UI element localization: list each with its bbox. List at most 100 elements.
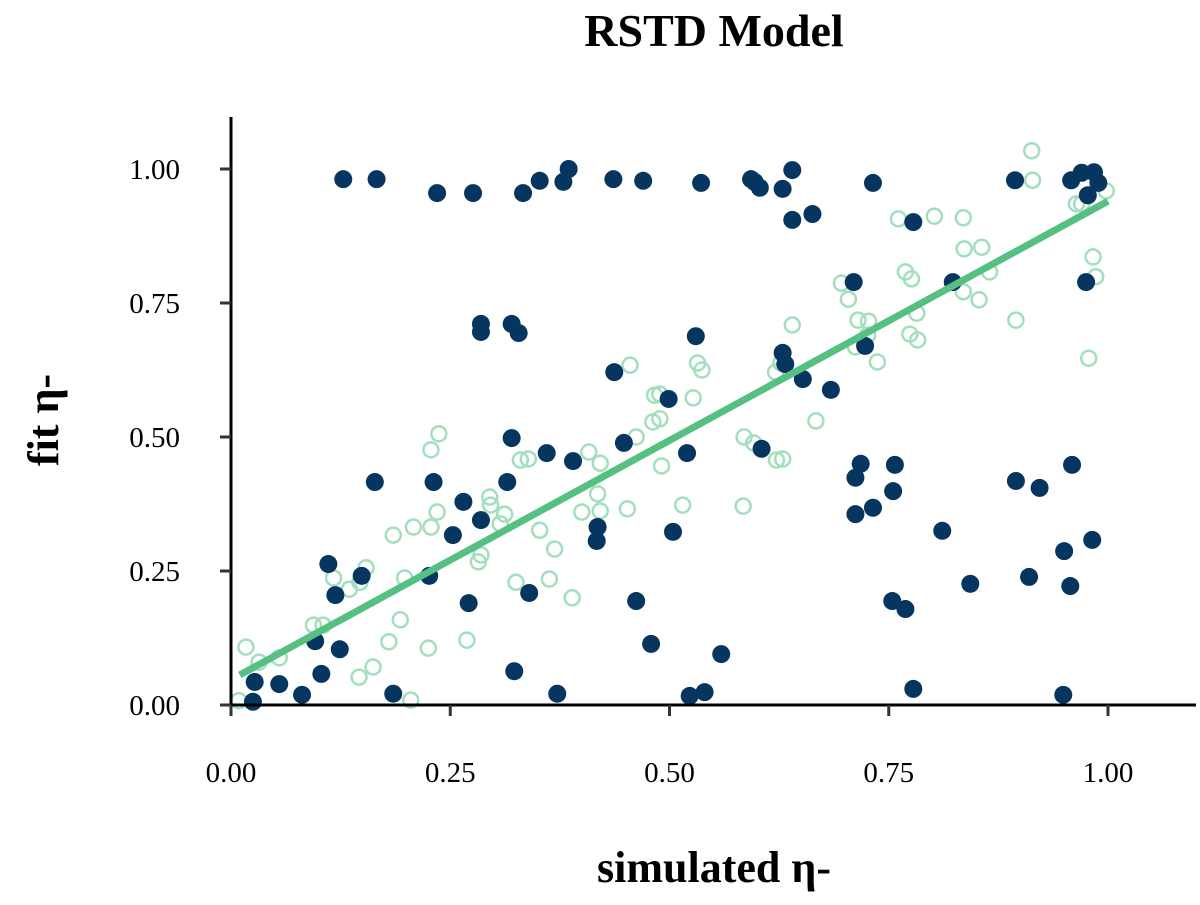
data-point-filled	[605, 363, 624, 382]
data-point-filled	[885, 455, 904, 474]
data-point-filled	[904, 213, 923, 232]
data-point-filled	[559, 160, 578, 178]
data-point-filled	[587, 531, 606, 550]
x-ticks: 0.00 0.25 0.50 0.75 1.00	[206, 705, 1134, 789]
data-point-open	[849, 311, 867, 329]
data-point-filled	[514, 184, 533, 203]
data-point-filled	[564, 452, 583, 471]
data-point-filled	[783, 161, 802, 180]
data-point-open	[237, 638, 255, 656]
data-point-filled	[424, 473, 443, 492]
data-point-open	[480, 488, 499, 506]
data-point-filled	[548, 684, 567, 703]
data-point-filled	[1078, 186, 1097, 205]
data-point-open	[511, 451, 530, 469]
data-point-open	[868, 353, 887, 371]
data-point-open	[481, 496, 500, 514]
data-point-open	[591, 454, 609, 473]
data-point-filled	[851, 454, 870, 473]
data-point-filled	[712, 645, 731, 664]
data-point-open	[545, 540, 564, 558]
data-point-open	[925, 207, 944, 225]
data-point-filled	[933, 521, 952, 540]
data-point-open	[889, 210, 908, 228]
data-point-filled	[471, 511, 490, 530]
data-point-filled	[896, 600, 915, 619]
data-point-open	[954, 282, 973, 301]
data-point-open	[1079, 349, 1098, 367]
data-point-filled	[459, 594, 478, 613]
data-point-open	[380, 633, 398, 651]
data-point-open	[1007, 311, 1025, 329]
data-point-filled	[783, 210, 802, 229]
data-point-filled	[793, 370, 812, 389]
data-point-filled	[846, 505, 865, 524]
data-point-open	[422, 441, 440, 459]
data-point-filled	[1089, 173, 1108, 192]
data-point-filled	[588, 518, 607, 537]
data-point-filled	[856, 336, 875, 355]
y-axis-label: fit η-	[19, 374, 68, 466]
data-point-open	[540, 570, 559, 588]
data-point-filled	[883, 592, 902, 611]
data-point-open	[673, 496, 692, 514]
data-point-open	[908, 331, 927, 349]
data-point-open	[1022, 142, 1041, 160]
data-point-filled	[1083, 530, 1102, 549]
data-point-open	[783, 316, 802, 334]
x-tick-label: 1.00	[1083, 757, 1134, 789]
x-tick-label: 0.00	[206, 757, 257, 789]
x-tick-label: 0.50	[644, 757, 695, 789]
data-point-filled	[1020, 567, 1039, 586]
data-point-filled	[1006, 471, 1025, 490]
data-point-open	[651, 410, 669, 428]
y-tick-label: 1.00	[129, 154, 180, 186]
data-point-open	[621, 356, 639, 374]
data-point-open	[1084, 248, 1102, 266]
data-point-filled	[844, 273, 863, 292]
data-point-filled	[627, 592, 646, 611]
data-point-filled	[695, 683, 714, 702]
data-point-filled	[614, 433, 633, 452]
data-point-filled	[367, 170, 386, 189]
data-point-open	[384, 526, 402, 544]
data-point-filled	[961, 574, 980, 593]
data-point-open	[530, 521, 549, 540]
data-point-filled	[750, 178, 769, 197]
data-point-filled	[537, 444, 556, 463]
data-point-open	[422, 518, 440, 536]
data-point-open	[1067, 195, 1086, 213]
data-point-filled	[352, 566, 371, 585]
fit-line	[238, 198, 1110, 679]
data-point-filled	[520, 583, 539, 602]
data-point-filled	[319, 555, 338, 574]
y-ticks: 0.00 0.25 0.50 0.75 1.00	[129, 154, 231, 722]
data-point-filled	[776, 355, 795, 374]
data-point-open	[954, 209, 973, 227]
data-point-filled	[1030, 478, 1049, 497]
data-point-filled	[773, 179, 792, 198]
data-point-open	[684, 389, 702, 407]
data-point-filled	[454, 492, 473, 511]
data-point-open	[1023, 171, 1042, 190]
data-point-open	[734, 497, 752, 515]
data-point-open	[364, 658, 382, 676]
data-point-filled	[1055, 542, 1074, 561]
data-point-filled	[509, 324, 528, 343]
data-point-open	[428, 503, 446, 521]
data-point-filled	[1063, 455, 1082, 474]
data-point-open	[591, 502, 609, 520]
data-point-open	[839, 290, 858, 308]
data-point-filled	[884, 482, 903, 501]
data-point-filled	[293, 685, 312, 704]
data-point-open	[402, 691, 420, 709]
data-point-filled	[1054, 685, 1073, 704]
data-point-filled	[642, 634, 661, 653]
data-point-open	[350, 668, 368, 686]
data-point-filled	[471, 322, 490, 341]
data-point-open	[970, 291, 988, 309]
data-point-open	[404, 518, 423, 536]
data-point-filled	[530, 171, 549, 190]
data-point-filled	[686, 327, 705, 346]
